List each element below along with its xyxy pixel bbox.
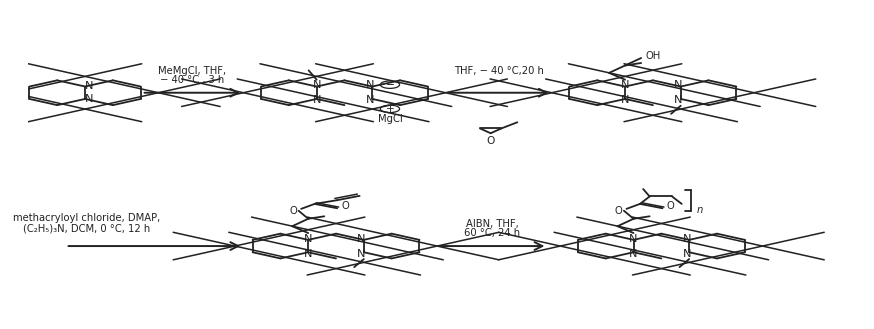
Text: OH: OH xyxy=(646,51,662,61)
Text: N: N xyxy=(674,80,683,90)
Text: N: N xyxy=(629,248,638,259)
Text: +: + xyxy=(385,104,394,114)
Text: n: n xyxy=(697,205,703,215)
Text: 60 °C, 24 h: 60 °C, 24 h xyxy=(464,228,520,238)
Text: O: O xyxy=(487,137,495,146)
Text: N: N xyxy=(304,234,313,243)
Text: MgCl: MgCl xyxy=(378,114,402,124)
Text: N: N xyxy=(365,95,374,105)
Text: N: N xyxy=(683,248,690,259)
Text: N: N xyxy=(85,94,94,104)
Text: N: N xyxy=(357,234,365,243)
Text: AIBN, THF,: AIBN, THF, xyxy=(466,219,519,229)
Text: N: N xyxy=(629,234,638,243)
Text: O: O xyxy=(289,206,297,216)
Text: N: N xyxy=(85,81,94,91)
Text: O: O xyxy=(614,206,622,216)
Text: N: N xyxy=(365,80,374,90)
Text: N: N xyxy=(621,80,629,90)
Text: O: O xyxy=(341,201,349,212)
Text: N: N xyxy=(304,248,313,259)
Text: − 40 °C , 3 h: − 40 °C , 3 h xyxy=(160,75,225,85)
Text: (C₂H₅)₃N, DCM, 0 °C, 12 h: (C₂H₅)₃N, DCM, 0 °C, 12 h xyxy=(23,223,150,233)
Text: −: − xyxy=(385,80,394,90)
Text: N: N xyxy=(312,95,321,105)
Text: N: N xyxy=(683,234,690,243)
Text: N: N xyxy=(621,95,629,105)
Text: N: N xyxy=(312,80,321,90)
Text: MeMgCl, THF,: MeMgCl, THF, xyxy=(158,65,226,76)
Text: N: N xyxy=(357,248,365,259)
Text: THF, − 40 °C,20 h: THF, − 40 °C,20 h xyxy=(454,65,544,76)
Text: N: N xyxy=(674,95,683,105)
Text: O: O xyxy=(667,201,675,212)
Text: methacryloyl chloride, DMAP,: methacryloyl chloride, DMAP, xyxy=(13,213,160,223)
